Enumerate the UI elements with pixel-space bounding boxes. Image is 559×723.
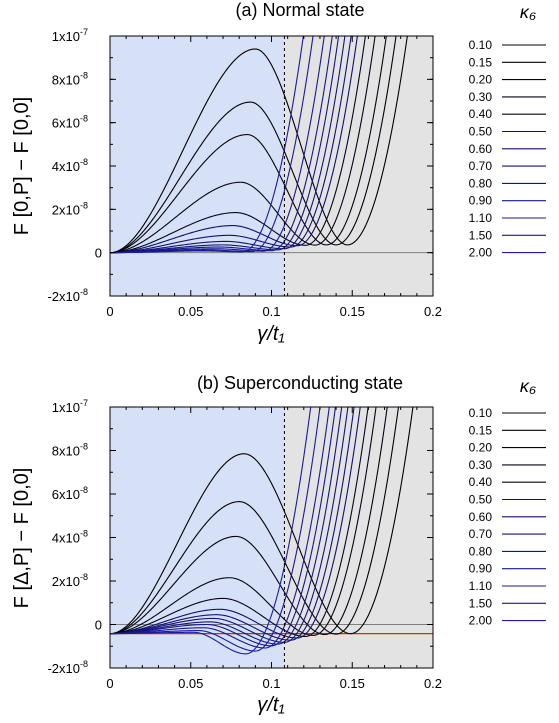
legend-label: 0.15 (469, 423, 493, 437)
y-tick-label: 8x10-8 (52, 70, 88, 87)
legend-title: κ₆ (520, 376, 536, 396)
y-tick-label: 4x10-8 (52, 157, 88, 174)
legend-label: 0.80 (469, 176, 493, 190)
legend-label: 0.20 (469, 441, 493, 455)
legend-label: 0.50 (469, 125, 493, 139)
series-line-0.40 (110, 36, 366, 254)
y-tick-label: 8x10-8 (52, 442, 88, 459)
legend-label: 1.50 (469, 596, 493, 610)
x-tick-label: 0 (106, 304, 113, 319)
series-group (110, 36, 408, 254)
series-line-2.00 (110, 36, 304, 254)
series-line-0.70 (110, 36, 346, 254)
series-line-1.10 (110, 407, 330, 649)
x-tick-label: 0.1 (262, 676, 280, 691)
legend-label: 2.00 (469, 246, 493, 260)
x-tick-label: 0.15 (340, 676, 365, 691)
y-tick-label: 1x10-7 (52, 27, 88, 44)
legend-label: 0.40 (469, 107, 493, 121)
legend-label: 0.90 (469, 562, 493, 576)
y-tick-label: 0 (95, 246, 102, 261)
legend-label: 0.80 (469, 544, 493, 558)
panel-title: (b) Superconducting state (197, 373, 403, 393)
legend-label: 0.40 (469, 475, 493, 489)
legend-label: 0.70 (469, 527, 493, 541)
y-tick-label: 1x10-7 (52, 398, 88, 415)
normal-region (110, 36, 285, 296)
legend-label: 0.50 (469, 493, 493, 507)
x-tick-label: 0.05 (178, 676, 203, 691)
panel-normal-state: 0 0.05 0.1 0.15 0.2 -2x10-8 0 2x10-8 4x10-8 6x10-… (11, 0, 546, 345)
y-tick-label: 6x10-8 (52, 114, 88, 131)
legend-label: 0.30 (469, 458, 493, 472)
series-line-0.70 (110, 407, 349, 643)
legend-label: 0.30 (469, 90, 493, 104)
y-tick-label: 6x10-8 (52, 485, 88, 502)
legend-label: 0.60 (469, 142, 493, 156)
y-tick-label: 0 (95, 618, 102, 633)
legend-label: 0.10 (469, 406, 493, 420)
series-line-0.20 (110, 407, 388, 636)
y-tick-label: -2x10-8 (47, 287, 88, 304)
y-axis-label: F [Δ,P] − F [0,0] (11, 468, 33, 609)
series-line-0.10 (110, 407, 414, 635)
y-tick-label: 2x10-8 (52, 200, 88, 217)
series-line-0.40 (110, 407, 369, 638)
legend-label: 0.15 (469, 55, 493, 69)
series-line-0.90 (110, 407, 337, 647)
legend-label: 0.60 (469, 510, 493, 524)
x-tick-label: 0 (106, 676, 113, 691)
series-line-0.60 (110, 407, 355, 641)
series-line-0.50 (110, 36, 358, 254)
legend-title: κ₆ (520, 2, 536, 22)
series-line-1.50 (110, 407, 321, 652)
x-axis-label: γ/t₁ (257, 694, 284, 716)
panel-title: (a) Normal state (235, 0, 364, 20)
series-line-0.15 (110, 407, 400, 635)
series-line-0.15 (110, 36, 397, 254)
series-line-0.30 (110, 407, 377, 636)
legend-label: 0.10 (469, 38, 493, 52)
shaded-region (284, 407, 433, 668)
legend-label: 1.10 (469, 211, 493, 225)
series-group (110, 407, 414, 655)
y-tick-label: 4x10-8 (52, 529, 88, 546)
y-tick-label: -2x10-8 (47, 659, 88, 676)
series-line-0.20 (110, 36, 387, 254)
legend-label: 1.10 (469, 579, 493, 593)
legend-label: 2.00 (469, 614, 493, 628)
panel-superconducting-state: 0 0.05 0.1 0.15 0.2 -2x10-8 0 2x10-8 4x10-8 6x10-… (11, 373, 546, 716)
y-axis-label: F [0,P] − F [0,0] (11, 97, 33, 235)
x-tick-label: 0.2 (424, 676, 442, 691)
legend-label: 1.50 (469, 228, 493, 242)
x-tick-label: 0.2 (424, 304, 442, 319)
x-tick-label: 0.05 (178, 304, 203, 319)
x-tick-label: 0.15 (340, 304, 365, 319)
series-line-0.30 (110, 36, 376, 254)
legend-label: 0.20 (469, 73, 493, 87)
x-tick-label: 0.1 (262, 304, 280, 319)
x-axis-label: γ/t₁ (257, 323, 284, 345)
series-line-2.00 (110, 407, 312, 655)
series-line-0.10 (110, 36, 408, 254)
series-line-0.60 (110, 36, 352, 254)
y-tick-label: 2x10-8 (52, 572, 88, 589)
legend-label: 0.70 (469, 159, 493, 173)
series-line-0.80 (110, 407, 343, 645)
legend-label: 0.90 (469, 194, 493, 208)
series-line-0.50 (110, 407, 361, 639)
